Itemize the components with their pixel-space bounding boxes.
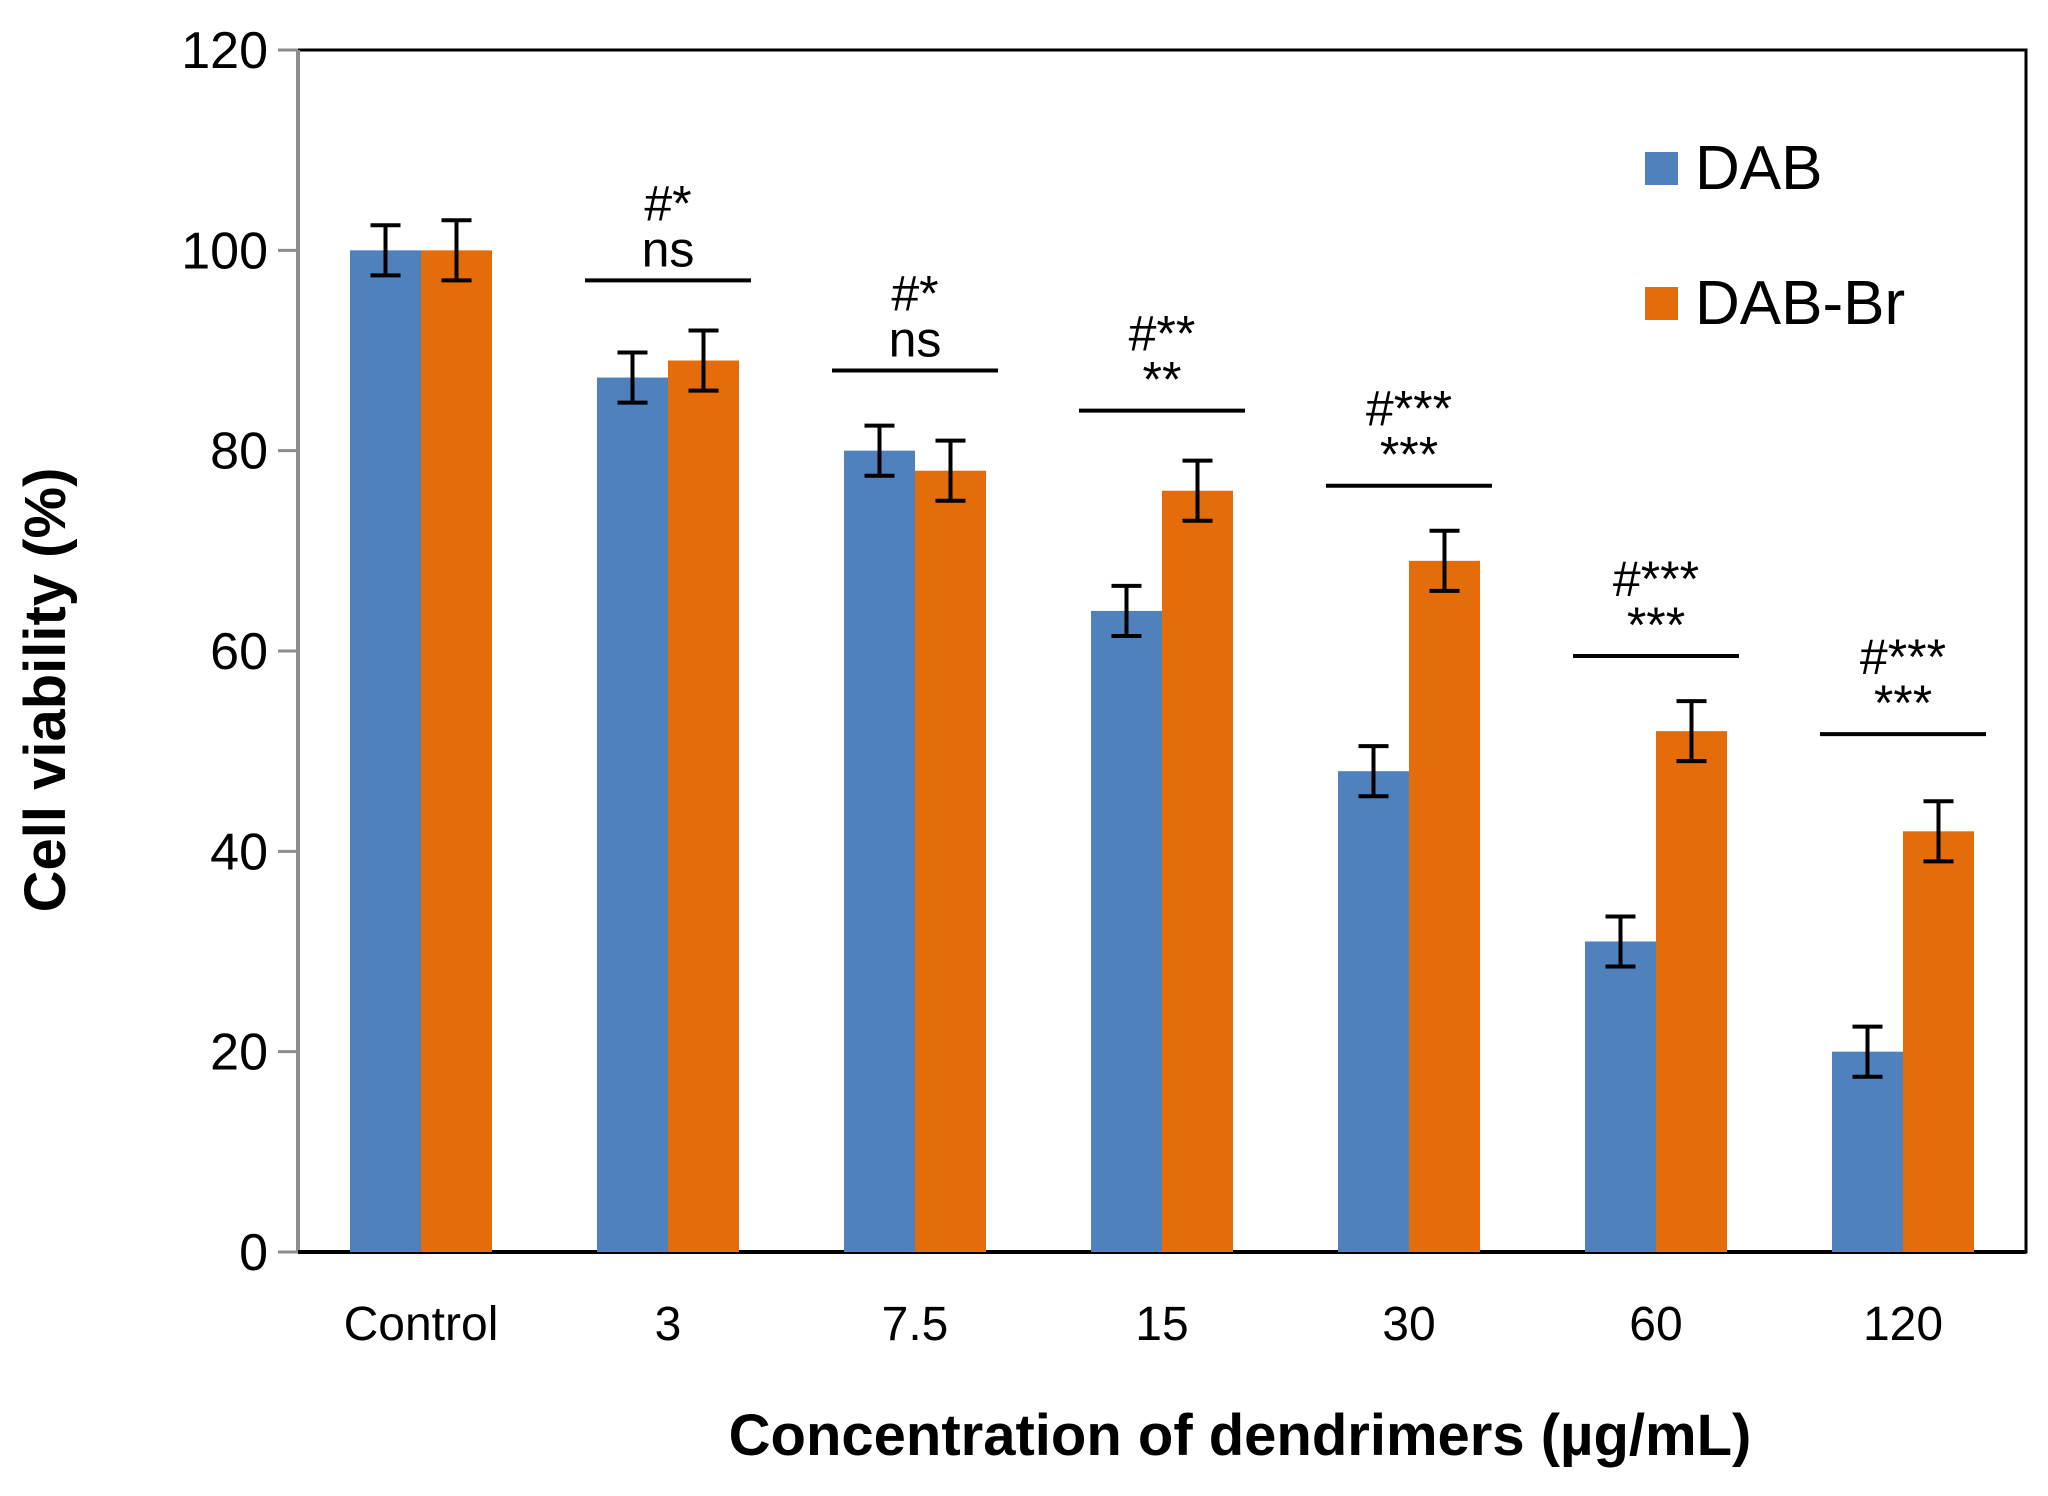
error-bars [370,218,1954,1079]
bar-dab-br [668,360,739,1252]
y-tick-label: 60 [210,623,268,681]
significance-annotations: #*ns#*ns #****#******#******#****** [585,175,1986,737]
significance-label-top: #* [644,175,691,231]
bar-dab [844,450,915,1253]
significance-label-bottom: *** [1380,427,1438,483]
bar-dab-br [1903,831,1974,1252]
significance-label-bottom: ** [1143,352,1182,408]
y-tick-label: 20 [210,1024,268,1082]
y-tick-label: 40 [210,823,268,881]
x-category-label: 7.5 [882,1298,949,1351]
bar-dab-br [1409,560,1480,1252]
legend-label-dab: DAB [1695,134,1822,203]
significance-label-top: #*** [1366,381,1452,437]
legend-swatch-dab-br [1645,287,1678,320]
y-axis-ticks: 0 20 40 60 80 100 120 [181,22,298,1282]
y-tick-label: 120 [181,22,268,80]
significance-label-bottom: ns [642,221,695,277]
y-tick-label: 0 [239,1224,268,1282]
x-axis-title: Concentration of dendrimers (µg/mL) [729,1403,1752,1468]
bar-dab [1338,771,1409,1252]
significance-label-bottom: ns [889,312,942,368]
x-category-label: Control [344,1298,499,1351]
significance-label-top: #*** [1613,551,1699,607]
y-tick-label: 80 [210,423,268,481]
x-category-label: 30 [1382,1298,1435,1351]
bar-dab-br [915,470,986,1252]
bars [350,250,1974,1253]
bar-dab [1832,1051,1903,1252]
legend-swatch-dab [1645,152,1678,185]
legend: DAB DAB-Br [1645,134,1905,338]
y-tick-label: 100 [181,222,268,280]
significance-label-bottom: *** [1627,597,1685,653]
y-axis-title: Cell viability (%) [13,468,78,913]
bar-dab-br [1656,731,1727,1252]
bar-dab [1091,610,1162,1252]
x-category-label: 3 [655,1298,682,1351]
x-category-label: 60 [1629,1298,1682,1351]
significance-label-top: #* [891,266,938,322]
legend-label-dab-br: DAB-Br [1695,269,1905,338]
x-category-label: 120 [1863,1298,1943,1351]
x-axis-category-labels: Control 3 7.5 15 30 60 120 [344,1298,1943,1351]
significance-label-top: #** [1129,306,1196,362]
bar-dab [350,250,421,1253]
significance-label-bottom: *** [1874,675,1932,731]
significance-label-top: #*** [1860,629,1946,685]
bar-dab [1585,941,1656,1252]
bar-dab-br [421,250,492,1253]
x-category-label: 15 [1135,1298,1188,1351]
bar-dab [597,377,668,1252]
bar-dab-br [1162,490,1233,1252]
